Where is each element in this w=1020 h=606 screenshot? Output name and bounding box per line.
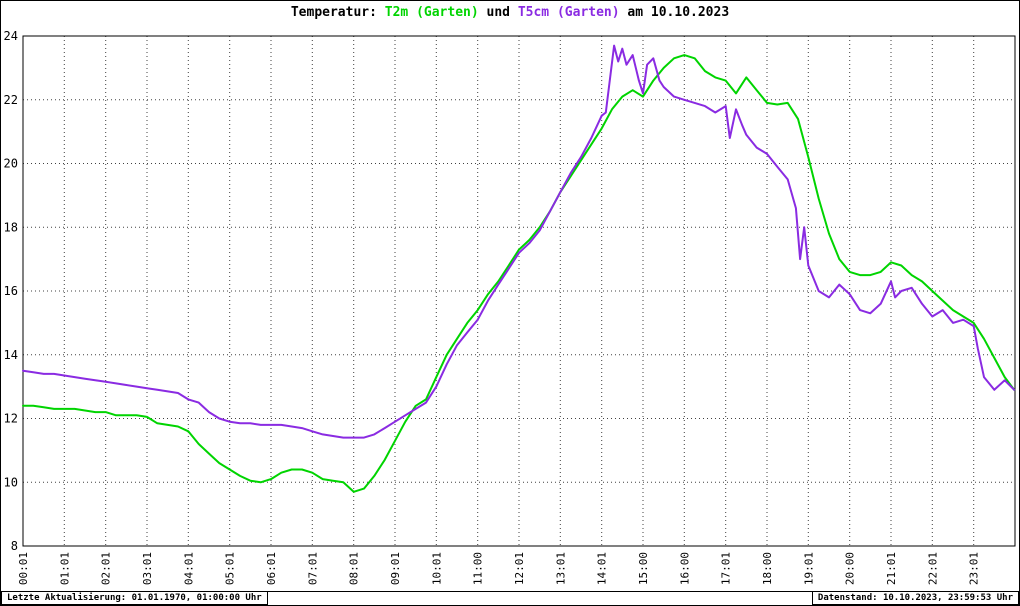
svg-text:14: 14 (4, 348, 18, 362)
svg-text:18: 18 (4, 220, 18, 234)
svg-text:8: 8 (11, 539, 18, 553)
svg-text:15:00: 15:00 (637, 552, 650, 585)
title-series-t5cm: T5cm (Garten) (517, 5, 620, 20)
svg-text:02:01: 02:01 (100, 552, 113, 585)
title-series-t2m: T2m (Garten) (384, 5, 479, 20)
svg-text:17:01: 17:01 (720, 552, 733, 585)
last-update-label: Letzte Aktualisierung: 01.01.1970, 01:00… (1, 591, 268, 605)
svg-text:10: 10 (4, 475, 18, 489)
title-prefix: Temperatur: (290, 5, 377, 20)
svg-text:14:01: 14:01 (596, 552, 609, 585)
svg-text:21:01: 21:01 (885, 552, 898, 585)
data-timestamp-label: Datenstand: 10.10.2023, 23:59:53 Uhr (811, 591, 1019, 605)
svg-text:08:01: 08:01 (348, 552, 361, 585)
svg-text:20:00: 20:00 (844, 552, 857, 585)
svg-text:16: 16 (4, 284, 18, 298)
svg-text:22:01: 22:01 (926, 552, 939, 585)
footer: Letzte Aktualisierung: 01.01.1970, 01:00… (1, 591, 1019, 605)
temperature-line-chart: 8 10 12 14 16 18 20 22 24 00:01 01:01 02:01 03:01 04:… (4, 29, 1016, 585)
svg-text:10:01: 10:01 (430, 552, 443, 585)
svg-text:24: 24 (4, 29, 18, 43)
svg-text:00:01: 00:01 (17, 552, 30, 585)
svg-text:20: 20 (4, 157, 18, 171)
svg-text:12:01: 12:01 (513, 552, 526, 585)
footer-divider (1, 591, 1019, 592)
svg-text:07:01: 07:01 (306, 552, 319, 585)
svg-text:06:01: 06:01 (265, 552, 278, 585)
svg-text:22: 22 (4, 93, 18, 107)
svg-text:09:01: 09:01 (389, 552, 402, 585)
svg-text:04:01: 04:01 (182, 552, 195, 585)
svg-text:19:01: 19:01 (802, 552, 815, 585)
svg-text:16:00: 16:00 (678, 552, 691, 585)
title-conjunction: und (486, 5, 510, 20)
svg-text:11:00: 11:00 (472, 552, 485, 585)
svg-text:13:01: 13:01 (554, 552, 567, 585)
chart-title: Temperatur: T2m (Garten) und T5cm (Garte… (1, 5, 1019, 20)
svg-text:03:01: 03:01 (141, 552, 154, 585)
svg-text:01:01: 01:01 (58, 552, 71, 585)
title-date: am 10.10.2023 (627, 5, 730, 20)
svg-text:23:01: 23:01 (968, 552, 981, 585)
svg-text:18:00: 18:00 (761, 552, 774, 585)
svg-text:12: 12 (4, 412, 18, 426)
svg-text:05:01: 05:01 (224, 552, 237, 585)
